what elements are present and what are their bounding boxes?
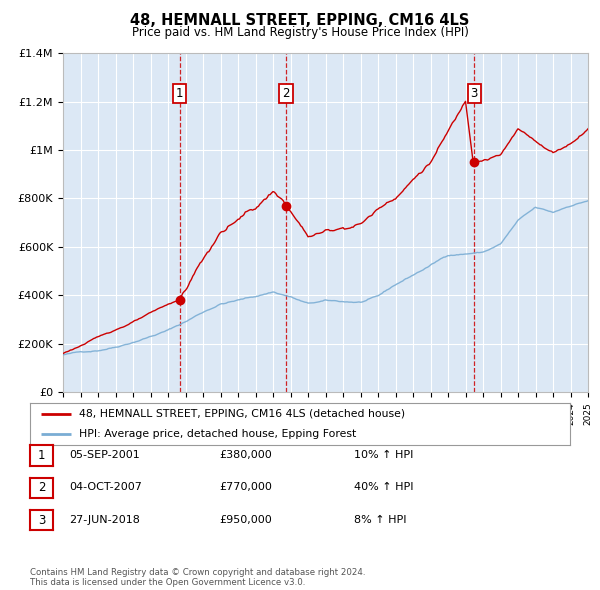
Text: 40% ↑ HPI: 40% ↑ HPI <box>354 483 413 492</box>
Text: 04-OCT-2007: 04-OCT-2007 <box>69 483 142 492</box>
Text: 1: 1 <box>38 449 45 462</box>
Text: 48, HEMNALL STREET, EPPING, CM16 4LS (detached house): 48, HEMNALL STREET, EPPING, CM16 4LS (de… <box>79 409 405 418</box>
Text: 3: 3 <box>38 514 45 527</box>
Text: Price paid vs. HM Land Registry's House Price Index (HPI): Price paid vs. HM Land Registry's House … <box>131 26 469 39</box>
Text: 2: 2 <box>283 87 290 100</box>
Text: 48, HEMNALL STREET, EPPING, CM16 4LS: 48, HEMNALL STREET, EPPING, CM16 4LS <box>130 13 470 28</box>
Text: 8% ↑ HPI: 8% ↑ HPI <box>354 515 407 525</box>
Text: 27-JUN-2018: 27-JUN-2018 <box>69 515 140 525</box>
Text: HPI: Average price, detached house, Epping Forest: HPI: Average price, detached house, Eppi… <box>79 428 356 438</box>
Text: 1: 1 <box>176 87 184 100</box>
Text: £950,000: £950,000 <box>219 515 272 525</box>
Text: 05-SEP-2001: 05-SEP-2001 <box>69 450 140 460</box>
Text: 2: 2 <box>38 481 45 494</box>
Text: 3: 3 <box>470 87 478 100</box>
Text: Contains HM Land Registry data © Crown copyright and database right 2024.
This d: Contains HM Land Registry data © Crown c… <box>30 568 365 587</box>
Text: £770,000: £770,000 <box>219 483 272 492</box>
Text: £380,000: £380,000 <box>219 450 272 460</box>
Text: 10% ↑ HPI: 10% ↑ HPI <box>354 450 413 460</box>
